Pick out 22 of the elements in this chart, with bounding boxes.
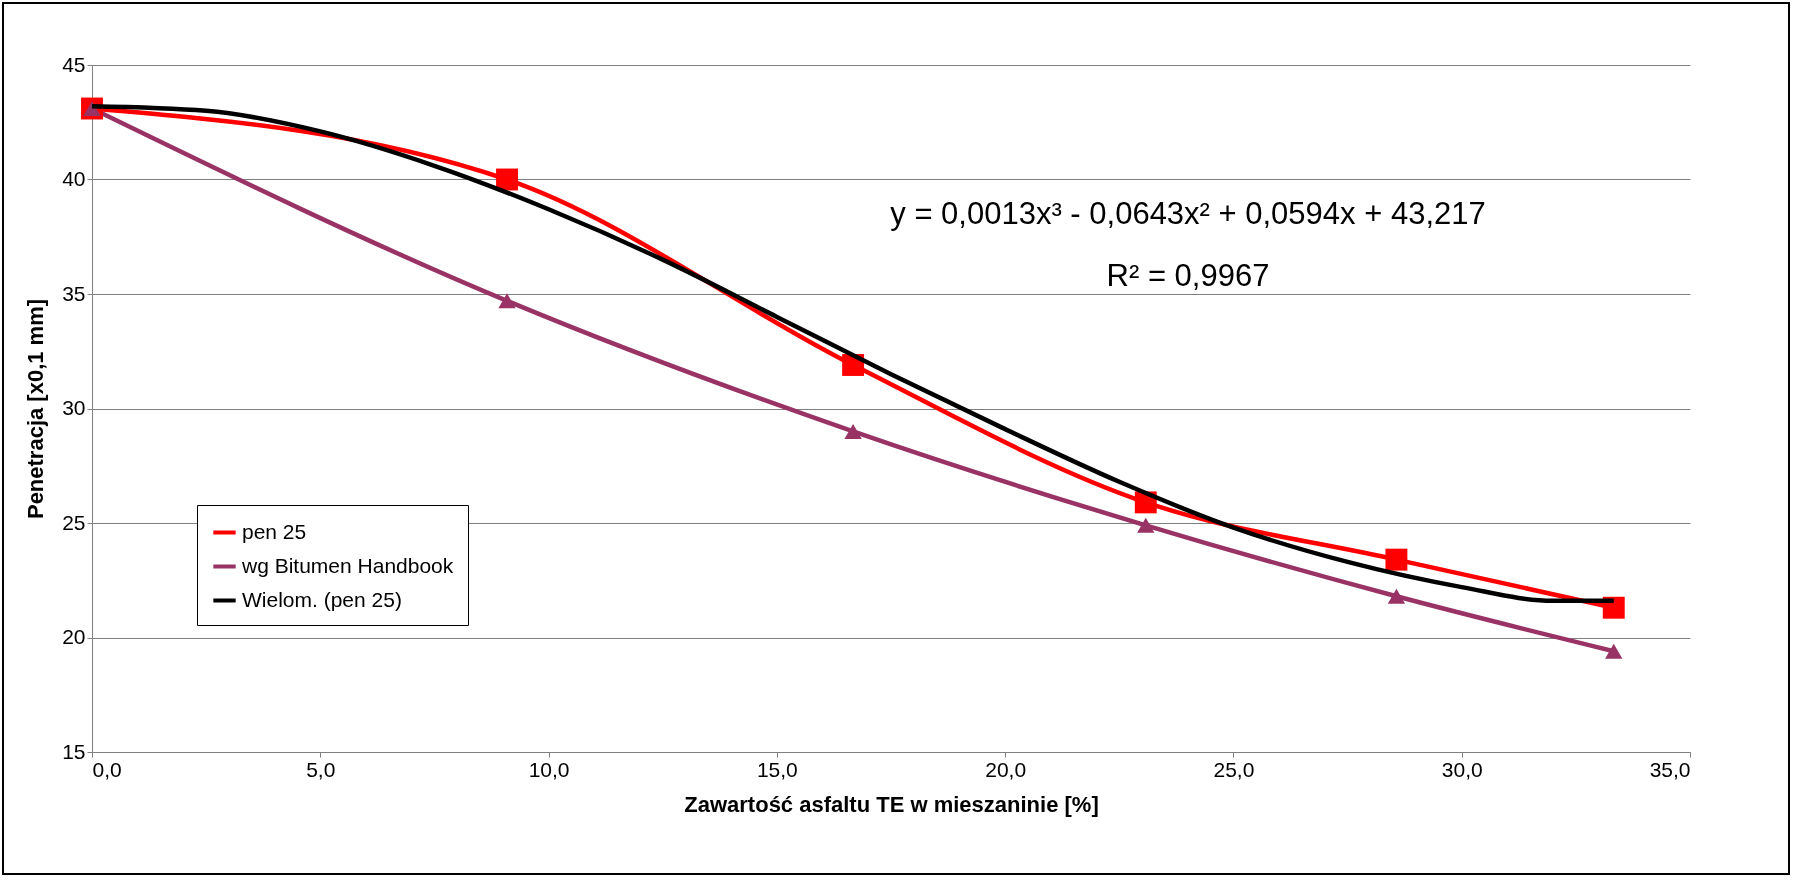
y-tick-label: 15 bbox=[62, 739, 86, 763]
legend-label: wg Bitumen Handbook bbox=[241, 553, 454, 577]
y-tick-label: 40 bbox=[62, 167, 86, 190]
y-axis-title: Penetracja [x0,1 mm] bbox=[23, 298, 49, 520]
y-tick-label: 20 bbox=[62, 625, 86, 648]
y-tick-label: 45 bbox=[62, 52, 86, 76]
y-tick-label: 25 bbox=[62, 510, 86, 534]
x-tick-label: 35,0 bbox=[1649, 757, 1691, 781]
annotation: R² = 0,9967 bbox=[1106, 258, 1270, 293]
x-tick-label: 30,0 bbox=[1441, 757, 1483, 781]
x-tick-label: 0,0 bbox=[92, 757, 122, 781]
legend-label: pen 25 bbox=[242, 519, 307, 543]
y-tick-label: 30 bbox=[62, 396, 86, 419]
x-axis-title: Zawartość asfaltu TE w mieszaninie [%] bbox=[684, 791, 1099, 817]
x-tick-label: 15,0 bbox=[756, 757, 798, 781]
x-tick-label: 10,0 bbox=[528, 757, 570, 781]
x-tick-label: 25,0 bbox=[1213, 757, 1255, 781]
legend-label: Wielom. (pen 25) bbox=[242, 587, 402, 611]
x-tick-label: 5,0 bbox=[306, 757, 336, 781]
x-tick-label: 20,0 bbox=[985, 757, 1027, 781]
annotation: y = 0,0013x³ - 0,0643x² + 0,0594x + 43,217 bbox=[890, 196, 1486, 231]
y-tick-label: 35 bbox=[62, 281, 86, 305]
